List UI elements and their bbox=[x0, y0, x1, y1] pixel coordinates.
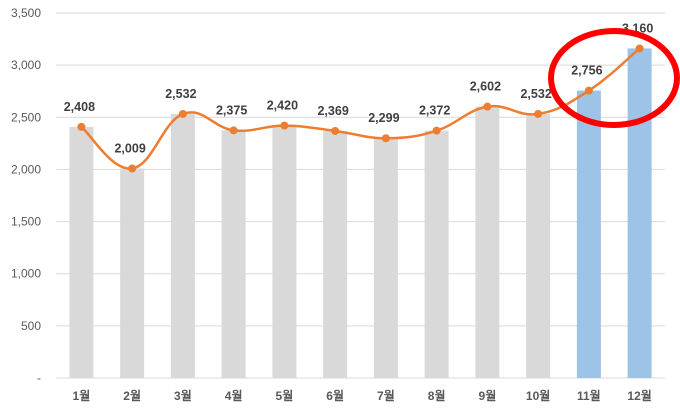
y-tick-label: 1,500 bbox=[11, 215, 41, 229]
line-point bbox=[331, 126, 340, 135]
line-points bbox=[77, 44, 644, 173]
y-tick-label: 2,500 bbox=[11, 110, 41, 124]
bar-11 bbox=[576, 90, 601, 379]
data-label: 2,009 bbox=[114, 141, 145, 155]
line-point bbox=[432, 126, 441, 135]
data-label: 2,299 bbox=[368, 111, 399, 125]
x-tick-label: 10월 bbox=[526, 388, 550, 403]
trend-line bbox=[80, 47, 641, 170]
x-tick-label: 3월 bbox=[174, 388, 192, 403]
line-point bbox=[635, 44, 644, 53]
y-axis-ticks: - 500 1,000 1,500 2,000 2,500 3,000 3,500 bbox=[11, 6, 41, 385]
y-tick-label: - bbox=[37, 371, 41, 385]
y-tick-label: 500 bbox=[21, 319, 41, 333]
x-tick-label: 8월 bbox=[428, 388, 446, 403]
data-label: 2,532 bbox=[520, 87, 551, 101]
x-axis-labels: 1월 2월 3월 4월 5월 6월 7월 8월 9월 10월 11월 12월 bbox=[73, 388, 652, 403]
bar-7 bbox=[373, 138, 398, 378]
y-tick-label: 2,000 bbox=[11, 162, 41, 176]
data-label: 2,532 bbox=[165, 87, 196, 101]
data-label: 2,408 bbox=[64, 100, 95, 114]
data-label: 2,369 bbox=[317, 104, 348, 118]
y-tick-label: 3,000 bbox=[11, 58, 41, 72]
x-tick-label: 5월 bbox=[276, 388, 294, 403]
x-tick-label: 11월 bbox=[577, 388, 601, 403]
bar-5 bbox=[272, 125, 297, 378]
y-tick-label: 3,500 bbox=[11, 6, 41, 20]
x-tick-label: 12월 bbox=[627, 388, 651, 403]
highlight-circle bbox=[548, 28, 680, 128]
bar-8 bbox=[424, 130, 449, 378]
line-point bbox=[483, 102, 492, 111]
line-point bbox=[534, 109, 543, 118]
bar-9 bbox=[475, 106, 500, 379]
bar-10 bbox=[526, 113, 551, 378]
bar-6 bbox=[323, 130, 348, 378]
line-point bbox=[229, 126, 238, 135]
line-point bbox=[77, 122, 86, 131]
data-label: 2,375 bbox=[216, 103, 247, 117]
data-label: 2,602 bbox=[470, 80, 501, 94]
x-tick-label: 7월 bbox=[377, 388, 395, 403]
gridlines bbox=[56, 12, 665, 379]
line-point bbox=[381, 134, 390, 143]
x-tick-label: 9월 bbox=[479, 388, 497, 403]
data-label: 2,420 bbox=[267, 99, 298, 113]
data-label: 2,756 bbox=[571, 64, 602, 78]
x-tick-label: 1월 bbox=[73, 388, 91, 403]
line-point bbox=[178, 109, 187, 118]
bar-3 bbox=[170, 113, 195, 378]
data-label: 2,372 bbox=[419, 104, 450, 118]
line-point bbox=[584, 86, 593, 95]
y-tick-label: 1,000 bbox=[11, 267, 41, 281]
line-point bbox=[128, 164, 137, 173]
bars bbox=[69, 48, 652, 379]
x-tick-label: 4월 bbox=[225, 388, 243, 403]
bar-12 bbox=[627, 48, 652, 378]
bar-1 bbox=[69, 126, 94, 378]
x-tick-label: 2월 bbox=[123, 388, 141, 403]
line-point bbox=[280, 121, 289, 130]
bar-2 bbox=[120, 168, 145, 378]
bar-4 bbox=[221, 130, 246, 378]
x-tick-label: 6월 bbox=[326, 388, 344, 403]
data-labels: 2,408 2,009 2,532 2,375 2,420 2,369 2,299 2,372… bbox=[64, 21, 654, 155]
